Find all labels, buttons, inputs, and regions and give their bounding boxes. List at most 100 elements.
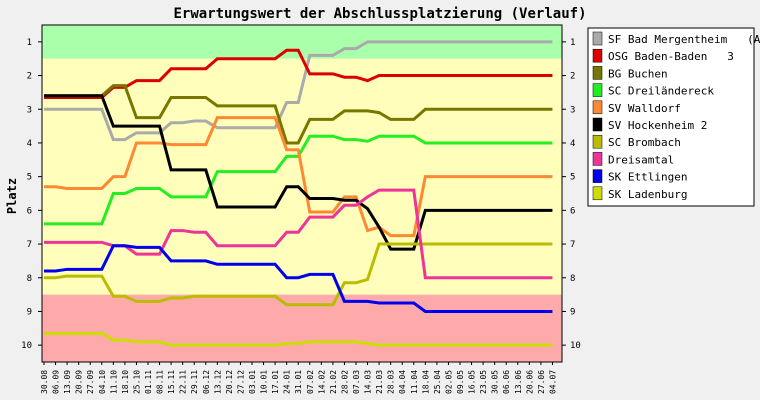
y-tick-label-left: 9 [27, 307, 32, 317]
x-tick-label: 30.08 [40, 370, 49, 394]
y-tick-label-right: 5 [570, 173, 575, 183]
x-tick-label: 13.09 [63, 370, 72, 394]
legend-swatch-10 [592, 186, 603, 201]
x-tick-label: 28.03 [387, 370, 396, 394]
y-tick-label-right: 1 [570, 38, 575, 48]
series-line-10 [44, 331, 553, 347]
y-tick-label-left: 3 [27, 105, 32, 115]
series-line-1 [44, 40, 553, 142]
series-line-2 [44, 48, 553, 99]
x-tick-label: 22.11 [179, 370, 188, 394]
x-tick-label: 24.01 [283, 370, 292, 394]
x-tick-label: 04.07 [548, 370, 557, 394]
legend: SF Bad Mergentheim (A) OSG Baden-Baden 3 B… [587, 27, 760, 207]
y-tick-label-right: 2 [570, 72, 575, 82]
series-line-3 [44, 84, 553, 145]
y-tick-label-left: 10 [21, 341, 32, 351]
x-tick-label: 06.06 [502, 370, 511, 394]
x-tick-label: 25.04 [433, 370, 442, 394]
legend-swatch-7 [592, 134, 603, 149]
x-tick-label: 30.05 [491, 370, 500, 394]
series-line-5 [44, 116, 553, 238]
legend-label-3: BG Buchen [608, 67, 668, 80]
x-tick-label: 29.11 [190, 370, 199, 394]
chart-title: Erwartungswert der Abschlussplatzierung … [173, 6, 586, 22]
y-tick-label-right: 8 [570, 274, 575, 284]
legend-label-10: SK Ladenburg [608, 188, 687, 201]
y-tick-label-right: 4 [570, 139, 575, 149]
y-tick-label-left: 1 [27, 38, 32, 48]
y-tick-label-left: 4 [27, 139, 32, 149]
x-tick-label: 07.03 [352, 370, 361, 394]
x-tick-label: 14.02 [317, 370, 326, 394]
x-tick-label: 17.01 [271, 370, 280, 394]
y-tick-label-right: 3 [570, 105, 575, 115]
plot-frame [41, 24, 563, 363]
legend-label-5: SV Walldorf [608, 102, 681, 115]
x-tick-label: 04.04 [398, 370, 407, 394]
legend-label-8: Dreisamtal [608, 153, 674, 166]
x-tick-label: 31.01 [294, 370, 303, 394]
series-line-9 [44, 244, 553, 313]
x-tick-label: 13.12 [213, 370, 222, 394]
legend-swatch-4 [592, 83, 603, 97]
legend-label-2: OSG Baden-Baden 3 [608, 50, 734, 63]
y-tick-label-left: 6 [27, 206, 32, 216]
x-tick-label: 20.09 [75, 370, 84, 394]
series-line-7 [44, 242, 553, 307]
x-tick-label: 07.02 [306, 370, 315, 394]
x-tick-label: 06.09 [52, 370, 61, 394]
x-tick-label: 16.05 [468, 370, 477, 394]
x-tick-label: 20.12 [225, 370, 234, 394]
legend-swatch-8 [592, 152, 603, 166]
x-tick-label: 02.05 [444, 370, 453, 394]
x-tick-label: 04.10 [98, 370, 107, 394]
legend-swatch-9 [592, 169, 603, 183]
x-tick-label: 21.02 [329, 370, 338, 394]
legend-swatch-5 [592, 100, 603, 115]
y-tick-label-right: 6 [570, 206, 575, 216]
legend-label-9: SK Ettlingen [608, 171, 687, 184]
legend-label-6: SV Hockenheim 2 [608, 119, 707, 132]
x-tick-label: 27.12 [236, 370, 245, 394]
legend-label-7: SC Brombach [608, 136, 681, 149]
y-tick-label-left: 2 [27, 72, 32, 82]
series-line-8 [44, 188, 553, 280]
legend-label-1: SF Bad Mergentheim (A) [608, 33, 760, 46]
x-tick-label: 28.02 [340, 370, 349, 394]
x-tick-label: 03.01 [248, 370, 257, 394]
x-tick-label: 18.04 [421, 370, 430, 394]
x-tick-label: 18.10 [121, 370, 130, 394]
legend-swatch-2 [592, 48, 603, 63]
y-tick-label-right: 9 [570, 307, 575, 317]
x-tick-label: 13.06 [514, 370, 523, 394]
y-tick-label-left: 5 [27, 173, 32, 183]
x-tick-label: 27.09 [86, 370, 95, 394]
x-tick-label: 08.11 [156, 370, 165, 394]
x-tick-label: 11.04 [410, 370, 419, 394]
x-tick-label: 11.10 [109, 370, 118, 394]
legend-label-4: SC Dreiländereck [608, 85, 714, 98]
x-tick-label: 23.05 [479, 370, 488, 394]
y-tick-label-left: 8 [27, 274, 32, 284]
x-tick-label: 06.12 [202, 370, 211, 394]
y-axis-label: Platz [5, 178, 19, 214]
series-line-6 [44, 94, 553, 251]
y-tick-label-right: 7 [570, 240, 575, 250]
legend-swatch-6 [592, 117, 603, 132]
x-tick-label: 14.03 [364, 370, 373, 394]
x-tick-label: 01.11 [144, 370, 153, 394]
x-tick-label: 09.05 [456, 370, 465, 394]
x-tick-label: 15.11 [167, 370, 176, 394]
x-tick-label: 20.06 [525, 370, 534, 394]
y-tick-label-right: 10 [570, 341, 581, 351]
x-tick-label: 21.03 [375, 370, 384, 394]
x-tick-label: 25.10 [132, 370, 141, 394]
legend-box [587, 27, 755, 207]
x-tick-label: 27.06 [537, 370, 546, 394]
y-tick-label-left: 7 [27, 240, 32, 250]
legend-swatch-3 [592, 66, 603, 80]
